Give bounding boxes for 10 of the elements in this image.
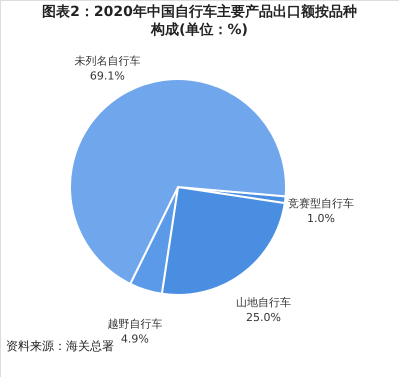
slice-label: 竞赛型自行车 bbox=[288, 197, 354, 210]
chart-title: 图表2：2020年中国自行车主要产品出口额按品种构成(单位：%) bbox=[42, 3, 357, 38]
data-label: 4.9% bbox=[120, 332, 149, 346]
text: 资料来源：海关总署 bbox=[6, 339, 114, 353]
slice-label: 未列名自行车 bbox=[74, 54, 140, 68]
slice-label: 山地自行车 bbox=[236, 296, 291, 309]
slice-label: 越野自行车 bbox=[107, 317, 162, 330]
data-label: 25.0% bbox=[246, 310, 281, 324]
data-label: 69.1% bbox=[90, 70, 125, 83]
data-label: 1.0% bbox=[307, 212, 335, 226]
